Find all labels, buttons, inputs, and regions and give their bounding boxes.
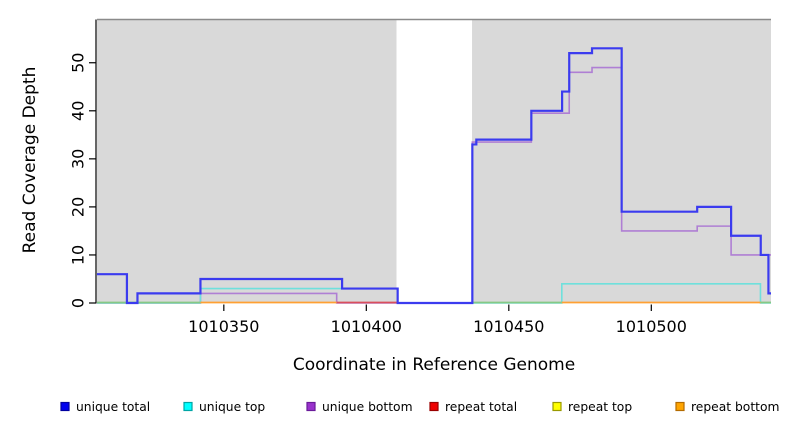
legend-label-repeat-total: repeat total	[445, 400, 517, 414]
x-axis-title: Coordinate in Reference Genome	[292, 355, 576, 375]
legend-label-repeat-bottom: repeat bottom	[691, 400, 779, 414]
legend-swatch-unique-top	[183, 401, 193, 412]
legend-label-repeat-top: repeat top	[568, 400, 632, 414]
x-tick-label: 1010400	[331, 317, 402, 336]
y-tick-label: 40	[69, 101, 88, 121]
y-tick-label: 10	[69, 245, 88, 265]
legend-label-unique-top: unique top	[199, 400, 265, 414]
legend-swatch-repeat-bottom	[675, 401, 685, 412]
background-band	[97, 19, 397, 303]
y-tick-label: 30	[69, 149, 88, 169]
x-tick-label: 1010450	[473, 317, 544, 336]
legend-swatch-repeat-top	[552, 401, 562, 412]
series-unique-total-line	[97, 47, 771, 305]
legend-swatch-repeat-total	[429, 401, 439, 412]
x-tick-label: 1010350	[188, 317, 259, 336]
legend-swatch-unique-bottom	[306, 401, 316, 412]
y-tick-label: 50	[69, 53, 88, 73]
legend-label-unique-total: unique total	[76, 400, 150, 414]
x-tick-label: 1010500	[616, 317, 687, 336]
y-axis-title: Read Coverage Depth	[20, 66, 40, 254]
y-tick-label: 20	[69, 197, 88, 217]
legend-label-unique-bottom: unique bottom	[322, 400, 413, 414]
series-unique-bottom-line	[97, 66, 771, 304]
y-tick-label: 0	[69, 298, 88, 308]
legend-swatch-unique-total	[60, 401, 70, 412]
